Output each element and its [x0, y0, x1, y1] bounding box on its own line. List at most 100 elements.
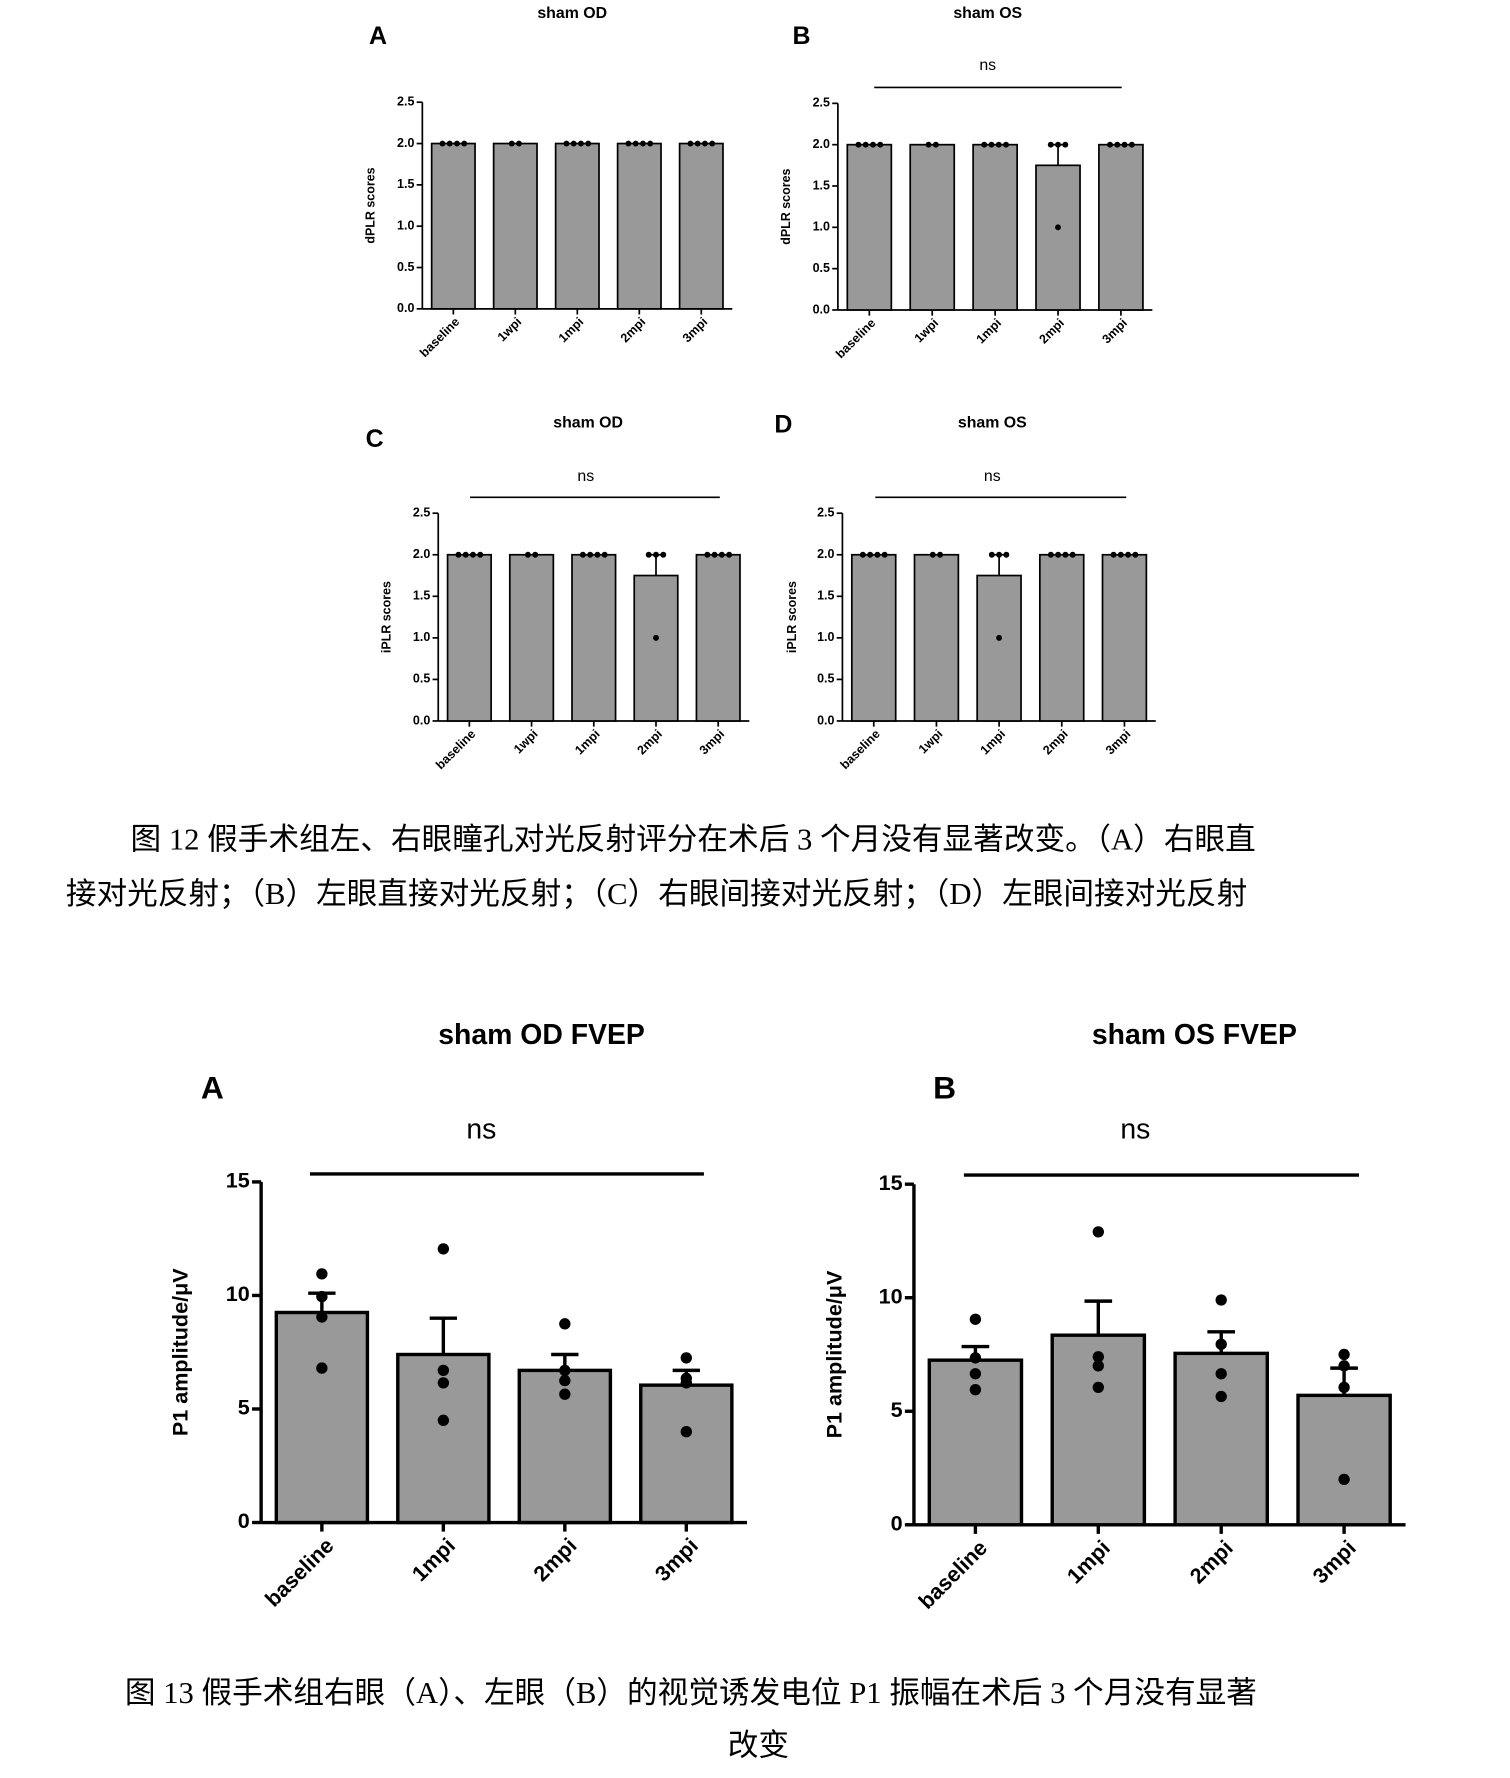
caption-line: 图 12 假手术组左、右眼瞳孔对光反射评分在术后 3 个月没有显著改变。（A）右…: [131, 822, 1256, 856]
data-point: [647, 140, 654, 147]
panel-label: D: [774, 410, 792, 438]
data-point: [726, 551, 733, 558]
x-tick-label: 3mpi: [697, 727, 727, 757]
data-point: [1092, 1381, 1104, 1394]
y-tick-label: 2.5: [413, 505, 430, 519]
panel-label: A: [369, 22, 387, 50]
significance-label: ns: [466, 1113, 496, 1145]
bar: [616, 142, 662, 310]
data-point: [929, 551, 936, 558]
bar: [492, 142, 538, 310]
x-tick-label: 1wpi: [495, 315, 524, 344]
caption-line: 图 13 假手术组右眼（A）、左眼（B）的视觉诱发电位 P1 振幅在术后 3 个…: [125, 1676, 1257, 1710]
y-tick-label: 0.5: [817, 672, 834, 686]
y-tick-label: 0.5: [397, 260, 414, 274]
y-tick-label: 5: [238, 1395, 250, 1420]
data-point: [1121, 141, 1128, 148]
data-point: [1107, 141, 1113, 148]
y-tick-label: 15: [226, 1168, 250, 1193]
y-tick-label: 2.0: [397, 136, 414, 150]
y-axis-label: dPLR scores: [779, 168, 793, 244]
chart-title: sham OS: [953, 5, 1022, 22]
chart-title: sham OS FVEP: [1092, 1019, 1297, 1051]
bar: [850, 553, 897, 722]
data-point: [1092, 1351, 1104, 1363]
x-tick-label: 2mpi: [1037, 316, 1067, 346]
y-tick-label: 1.0: [397, 218, 414, 232]
panel-label: B: [933, 1069, 956, 1105]
caption-line: 改变: [728, 1728, 789, 1762]
data-point: [1117, 551, 1124, 558]
panel-label: A: [201, 1069, 224, 1105]
significance-label: ns: [577, 468, 594, 485]
data-point: [632, 140, 639, 147]
x-tick-label: 1wpi: [511, 727, 540, 756]
data-point: [1114, 141, 1121, 148]
data-point: [578, 140, 584, 147]
data-point: [559, 1374, 571, 1387]
y-tick-label: 2.0: [813, 137, 830, 151]
data-point: [969, 1352, 982, 1364]
data-point: [559, 1318, 571, 1330]
data-point: [862, 141, 869, 148]
bar: [913, 553, 960, 722]
data-point: [1110, 551, 1117, 558]
x-tick-label: 3mpi: [650, 1533, 703, 1586]
data-point: [981, 141, 988, 148]
x-tick-label: 3mpi: [1103, 727, 1133, 757]
chart-title: sham OD: [537, 5, 607, 22]
y-axis-label: P1 amplitude/μV: [167, 1268, 192, 1436]
data-point: [446, 140, 453, 147]
x-tick-label: 1mpi: [1062, 1535, 1115, 1588]
bar: [1173, 1351, 1269, 1527]
data-point: [969, 1368, 982, 1380]
data-point: [477, 551, 484, 558]
data-point: [1003, 551, 1010, 558]
data-point: [996, 634, 1003, 641]
bar: [274, 1310, 370, 1525]
y-tick-label: 1.0: [813, 220, 830, 234]
data-point: [709, 140, 716, 147]
bar: [695, 553, 741, 722]
bar: [633, 574, 679, 722]
data-point: [680, 1377, 692, 1389]
data-point: [1338, 1348, 1350, 1361]
y-tick-label: 0.5: [413, 672, 430, 686]
data-point: [516, 140, 522, 147]
y-axis-label: P1 amplitude/μV: [821, 1270, 846, 1438]
data-point: [996, 551, 1003, 558]
y-tick-label: 2.0: [817, 547, 834, 561]
bar: [1101, 553, 1148, 722]
bar: [1296, 1393, 1392, 1527]
y-tick-label: 0.0: [413, 713, 430, 727]
data-point: [1003, 141, 1009, 148]
data-point: [316, 1311, 328, 1323]
y-tick-label: 0: [891, 1510, 903, 1535]
y-tick-label: 10: [879, 1283, 903, 1308]
data-point: [601, 551, 608, 558]
x-tick-label: 3mpi: [1307, 1535, 1360, 1588]
data-point: [1338, 1381, 1350, 1394]
x-tick-label: baseline: [833, 316, 878, 361]
data-point: [508, 140, 515, 147]
data-point: [1062, 551, 1069, 558]
data-point: [653, 634, 659, 641]
chart-title: sham OD: [553, 415, 623, 432]
y-axis-label: dPLR scores: [364, 167, 378, 243]
bar: [1035, 164, 1081, 311]
data-point: [1132, 551, 1139, 558]
y-tick-label: 1.5: [397, 177, 414, 191]
y-tick-label: 0.0: [817, 713, 834, 727]
data-point: [680, 1352, 692, 1364]
data-point: [461, 140, 468, 147]
x-tick-label: baseline: [260, 1533, 339, 1612]
panel-label: B: [793, 22, 811, 50]
data-point: [585, 140, 592, 147]
data-point: [1047, 551, 1054, 558]
x-tick-label: 3mpi: [680, 315, 710, 345]
x-tick-label: 1wpi: [916, 727, 945, 756]
data-point: [711, 551, 718, 558]
data-point: [653, 551, 659, 558]
data-point: [874, 551, 881, 558]
panel-label: C: [366, 425, 384, 453]
